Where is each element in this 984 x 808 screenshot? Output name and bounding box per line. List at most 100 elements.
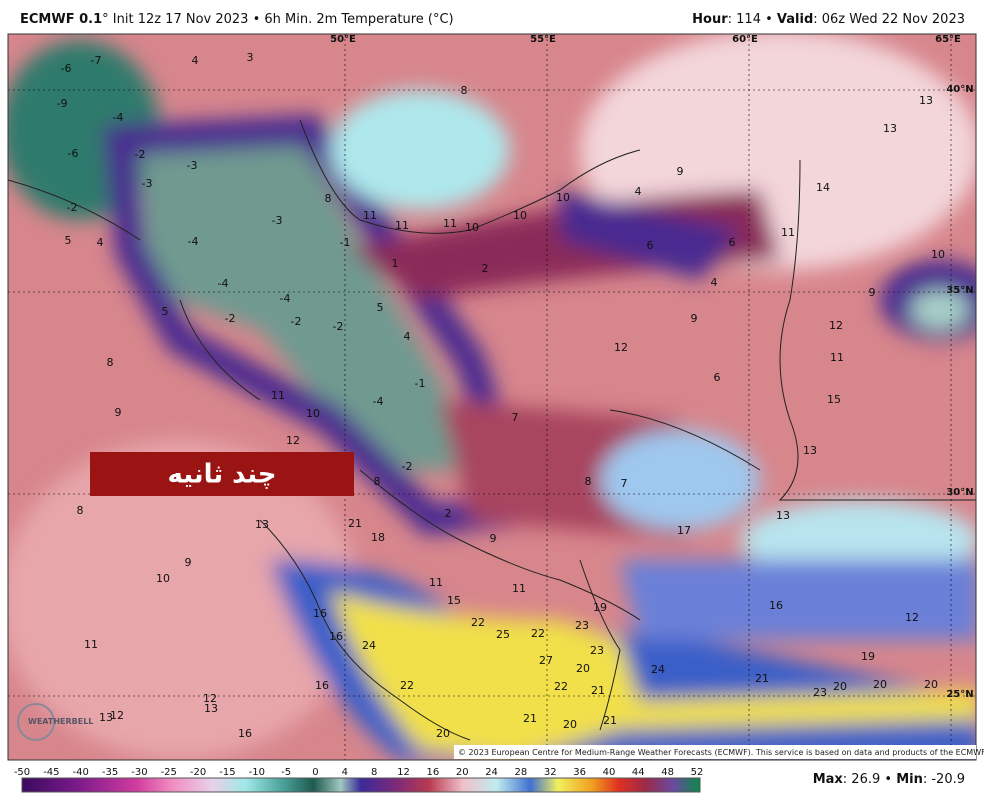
temperature-label: 22 — [400, 679, 414, 692]
min-label: Min — [896, 772, 923, 787]
temperature-label: 12 — [286, 434, 300, 447]
valid-value: : 06z Wed 22 Nov 2023 — [813, 12, 965, 27]
graticule-label: 40°N — [946, 84, 973, 95]
hour-value: : 114 • — [727, 12, 777, 27]
temperature-label: -4 — [113, 111, 124, 124]
temperature-label: 20 — [436, 727, 450, 740]
temperature-label: 22 — [554, 680, 568, 693]
temperature-label: 11 — [271, 389, 285, 402]
colorbar-tick-label: 48 — [661, 767, 674, 778]
temperature-label: 9 — [490, 532, 497, 545]
colorbar-tick-label: 8 — [371, 767, 377, 778]
temperature-label: 23 — [813, 686, 827, 699]
temperature-label: 23 — [590, 644, 604, 657]
temperature-label: 13 — [919, 94, 933, 107]
temperature-label: 7 — [512, 411, 519, 424]
temperature-label: 8 — [585, 475, 592, 488]
temperature-label: 10 — [513, 209, 527, 222]
graticule-label: 55°E — [530, 34, 556, 45]
colorbar-tick-label: 32 — [544, 767, 557, 778]
map-frame — [7, 33, 977, 761]
temperature-label: -1 — [415, 377, 426, 390]
colorbar — [21, 777, 701, 793]
temperature-label: 4 — [404, 330, 411, 343]
temperature-label: 1 — [392, 257, 399, 270]
temperature-label: -1 — [340, 236, 351, 249]
temperature-label: 6 — [647, 239, 654, 252]
temperature-label: 8 — [461, 84, 468, 97]
colorbar-tick-label: 16 — [427, 767, 440, 778]
temperature-label: 27 — [539, 654, 553, 667]
colorbar-tick-label: 4 — [342, 767, 348, 778]
model: ECMWF 0.1 — [20, 12, 103, 27]
temperature-label: 12 — [614, 341, 628, 354]
temperature-label: 20 — [873, 678, 887, 691]
temperature-label: 22 — [531, 627, 545, 640]
temperature-label: 20 — [563, 718, 577, 731]
graticule-label: 35°N — [946, 285, 973, 296]
temperature-label: 6 — [729, 236, 736, 249]
temperature-label: 15 — [447, 594, 461, 607]
temperature-label: 16 — [329, 630, 343, 643]
temperature-label: 18 — [371, 531, 385, 544]
logo-mark — [17, 703, 55, 741]
temperature-label: 14 — [816, 181, 830, 194]
temperature-label: 21 — [348, 517, 362, 530]
temperature-label: 19 — [593, 601, 607, 614]
temperature-label: 20 — [576, 662, 590, 675]
title: ECMWF 0.1° Init 12z 17 Nov 2023 • 6h Min… — [20, 12, 454, 27]
colorbar-tick-label: -45 — [43, 767, 59, 778]
colorbar-tick-label: 52 — [691, 767, 704, 778]
temperature-label: 25 — [496, 628, 510, 641]
colorbar-tick-label: -20 — [190, 767, 206, 778]
temperature-label: 10 — [156, 572, 170, 585]
graticule-label: 25°N — [946, 689, 973, 700]
temperature-label: 8 — [325, 192, 332, 205]
temperature-label: -2 — [225, 312, 236, 325]
temperature-label: -7 — [91, 54, 102, 67]
max-label: Max — [812, 772, 843, 787]
temperature-label: -9 — [57, 97, 68, 110]
temperature-label: -3 — [272, 214, 283, 227]
temperature-label: 9 — [691, 312, 698, 325]
temperature-label: 4 — [711, 276, 718, 289]
credit-bg — [454, 745, 976, 759]
temperature-label: 11 — [443, 217, 457, 230]
temperature-label: 13 — [776, 509, 790, 522]
temperature-label: 9 — [677, 165, 684, 178]
borders — [8, 119, 976, 741]
temperature-label: 8 — [77, 504, 84, 517]
colorbar-tick-label: -40 — [73, 767, 89, 778]
colorbar-tick-label: -15 — [219, 767, 235, 778]
temperature-label: 21 — [755, 672, 769, 685]
temperature-label: 12 — [829, 319, 843, 332]
temperature-label: 11 — [830, 351, 844, 364]
temperature-label: 16 — [313, 607, 327, 620]
temperature-label: 21 — [523, 712, 537, 725]
colorbar-tick-label: 28 — [515, 767, 528, 778]
temperature-label: 23 — [575, 619, 589, 632]
valid-info: Hour: 114 • Valid: 06z Wed 22 Nov 2023 — [692, 12, 965, 27]
colorbar-tick-label: -30 — [131, 767, 147, 778]
temperature-label: 7 — [621, 477, 628, 490]
temperature-label: 9 — [115, 406, 122, 419]
temperature-label: 13 — [99, 711, 113, 724]
overlay-box — [90, 452, 354, 496]
temperature-label: -4 — [218, 277, 229, 290]
graticule-label: 50°E — [330, 34, 356, 45]
credit: © 2023 European Centre for Medium-Range … — [458, 748, 984, 757]
temperature-label: 13 — [255, 518, 269, 531]
temperature-label: -4 — [188, 235, 199, 248]
temperature-label: 9 — [185, 556, 192, 569]
temperature-label: -2 — [135, 148, 146, 161]
min-value: : -20.9 — [922, 772, 965, 787]
temperature-label: 12 — [203, 692, 217, 705]
temperature-label: 5 — [162, 305, 169, 318]
temperature-label: 16 — [769, 599, 783, 612]
temperature-label: 4 — [192, 54, 199, 67]
temperature-label: 2 — [482, 262, 489, 275]
temperature-field — [8, 34, 976, 760]
graticule-label: 30°N — [946, 487, 973, 498]
